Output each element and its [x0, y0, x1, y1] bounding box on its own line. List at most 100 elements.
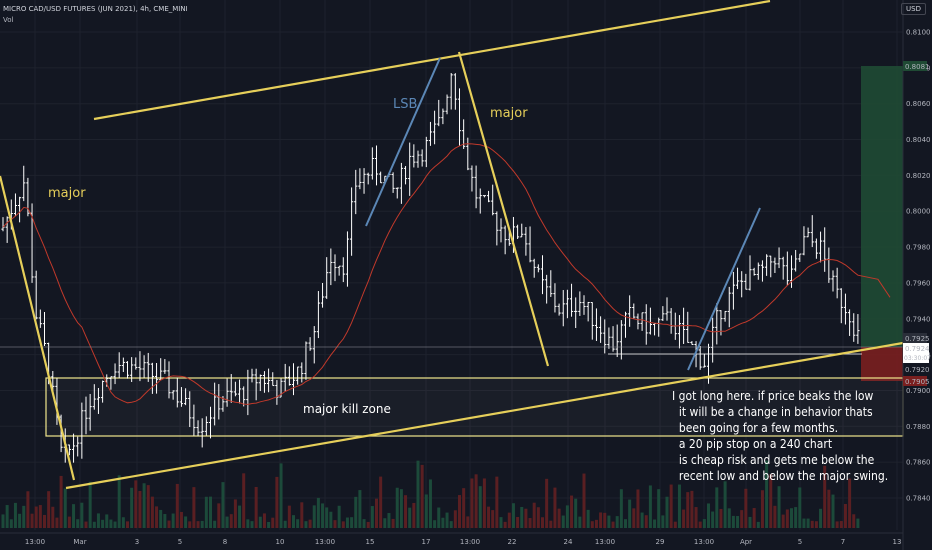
- volume-bar: [843, 503, 847, 528]
- volume-bar: [267, 521, 271, 528]
- candle: [312, 326, 316, 364]
- volume-bar: [321, 503, 325, 528]
- y-axis[interactable]: 0.81000.80800.80600.80400.80200.80000.79…: [902, 0, 931, 550]
- volume-bar: [458, 495, 461, 528]
- candle: [101, 380, 105, 403]
- candle: [441, 108, 445, 125]
- volume-bar: [22, 505, 26, 528]
- volume-bar: [719, 508, 723, 528]
- y-tick-label: 0.7880: [906, 423, 931, 431]
- candle: [412, 144, 416, 168]
- channel-top-trendline: [93, 0, 771, 121]
- volume-bar: [669, 484, 673, 528]
- candle: [810, 215, 814, 248]
- volume-bar: [163, 514, 167, 528]
- candle: [702, 353, 706, 368]
- volume-bar: [507, 512, 511, 528]
- candle: [92, 384, 96, 410]
- volume-bar: [362, 519, 366, 528]
- volume-bar: [188, 521, 192, 528]
- candle: [366, 172, 370, 185]
- volume-bar: [665, 496, 669, 528]
- candle: [304, 341, 308, 380]
- x-tick-label: 13:00: [595, 538, 615, 546]
- volume-bar: [549, 520, 553, 528]
- volume-bar: [209, 496, 212, 528]
- candle: [636, 313, 640, 330]
- volume-bar: [790, 508, 793, 528]
- volume-bar: [624, 519, 627, 528]
- candle: [532, 258, 536, 278]
- volume-bar: [204, 496, 208, 528]
- volume-bar: [528, 518, 532, 528]
- volume-bar: [370, 506, 374, 528]
- volume-bar: [192, 487, 196, 528]
- x-tick-label: Mar: [73, 538, 86, 546]
- price-label-entry: 0.7925: [903, 333, 930, 343]
- candle: [756, 262, 760, 280]
- volume-bar: [399, 489, 403, 528]
- candle: [84, 396, 88, 435]
- candle: [271, 372, 275, 387]
- volume-bar: [698, 521, 702, 528]
- candle: [254, 368, 258, 401]
- volume-bar: [167, 520, 171, 528]
- candle: [536, 264, 540, 273]
- volume-bar: [848, 478, 852, 528]
- moving-average-line: [2, 143, 891, 405]
- x-tick-label: 3: [135, 538, 139, 546]
- target-price-text: 0.8081: [905, 63, 930, 71]
- volume-bar: [287, 505, 291, 528]
- candle: [424, 136, 428, 168]
- volume-bar: [433, 520, 437, 528]
- volume-bar: [686, 492, 690, 528]
- candle: [179, 387, 184, 407]
- candle: [457, 88, 462, 146]
- volume-bar: [557, 508, 561, 528]
- volume-bar: [578, 516, 582, 528]
- candle: [648, 307, 652, 335]
- volume-bar: [395, 487, 399, 528]
- candle: [296, 366, 300, 385]
- candle: [71, 433, 76, 463]
- volume-bar: [72, 504, 76, 528]
- candle: [225, 378, 229, 407]
- candle: [76, 436, 80, 457]
- candle: [291, 363, 296, 396]
- volume-bars: [1, 460, 860, 528]
- volume-bar: [661, 515, 665, 528]
- candle: [565, 289, 569, 319]
- volume-bar: [744, 488, 748, 528]
- volume-bar: [233, 499, 237, 528]
- candle: [420, 149, 424, 167]
- candle: [196, 420, 200, 437]
- candle: [470, 165, 474, 192]
- candle: [5, 216, 9, 243]
- volume-bar: [316, 497, 320, 528]
- currency-badge[interactable]: USD: [901, 3, 926, 15]
- candle: [524, 227, 528, 256]
- grid-lines: [0, 0, 903, 530]
- volume-bar: [715, 487, 719, 528]
- volume-bar: [823, 465, 827, 528]
- candle: [337, 265, 341, 276]
- volume-bar: [441, 517, 445, 528]
- x-axis[interactable]: 13:00 Mar 3 5 8 10 13:00 15 17 13:00 22 24 13:00 29 13…: [0, 532, 903, 546]
- candle: [258, 374, 262, 392]
- volume-bar: [200, 520, 204, 528]
- volume-bar: [47, 491, 51, 528]
- volume-bar: [312, 505, 316, 528]
- volume-bar: [640, 512, 644, 528]
- volume-bar: [416, 460, 420, 528]
- candle: [852, 313, 856, 342]
- candle: [474, 165, 478, 209]
- volume-bar: [126, 521, 129, 528]
- candle: [798, 253, 802, 262]
- x-tick-label: 15: [366, 538, 375, 546]
- price-label-stop: 0.7905: [903, 376, 930, 386]
- candle: [188, 391, 192, 428]
- candle: [661, 306, 665, 321]
- volume-bar: [38, 505, 42, 528]
- candle: [399, 162, 403, 204]
